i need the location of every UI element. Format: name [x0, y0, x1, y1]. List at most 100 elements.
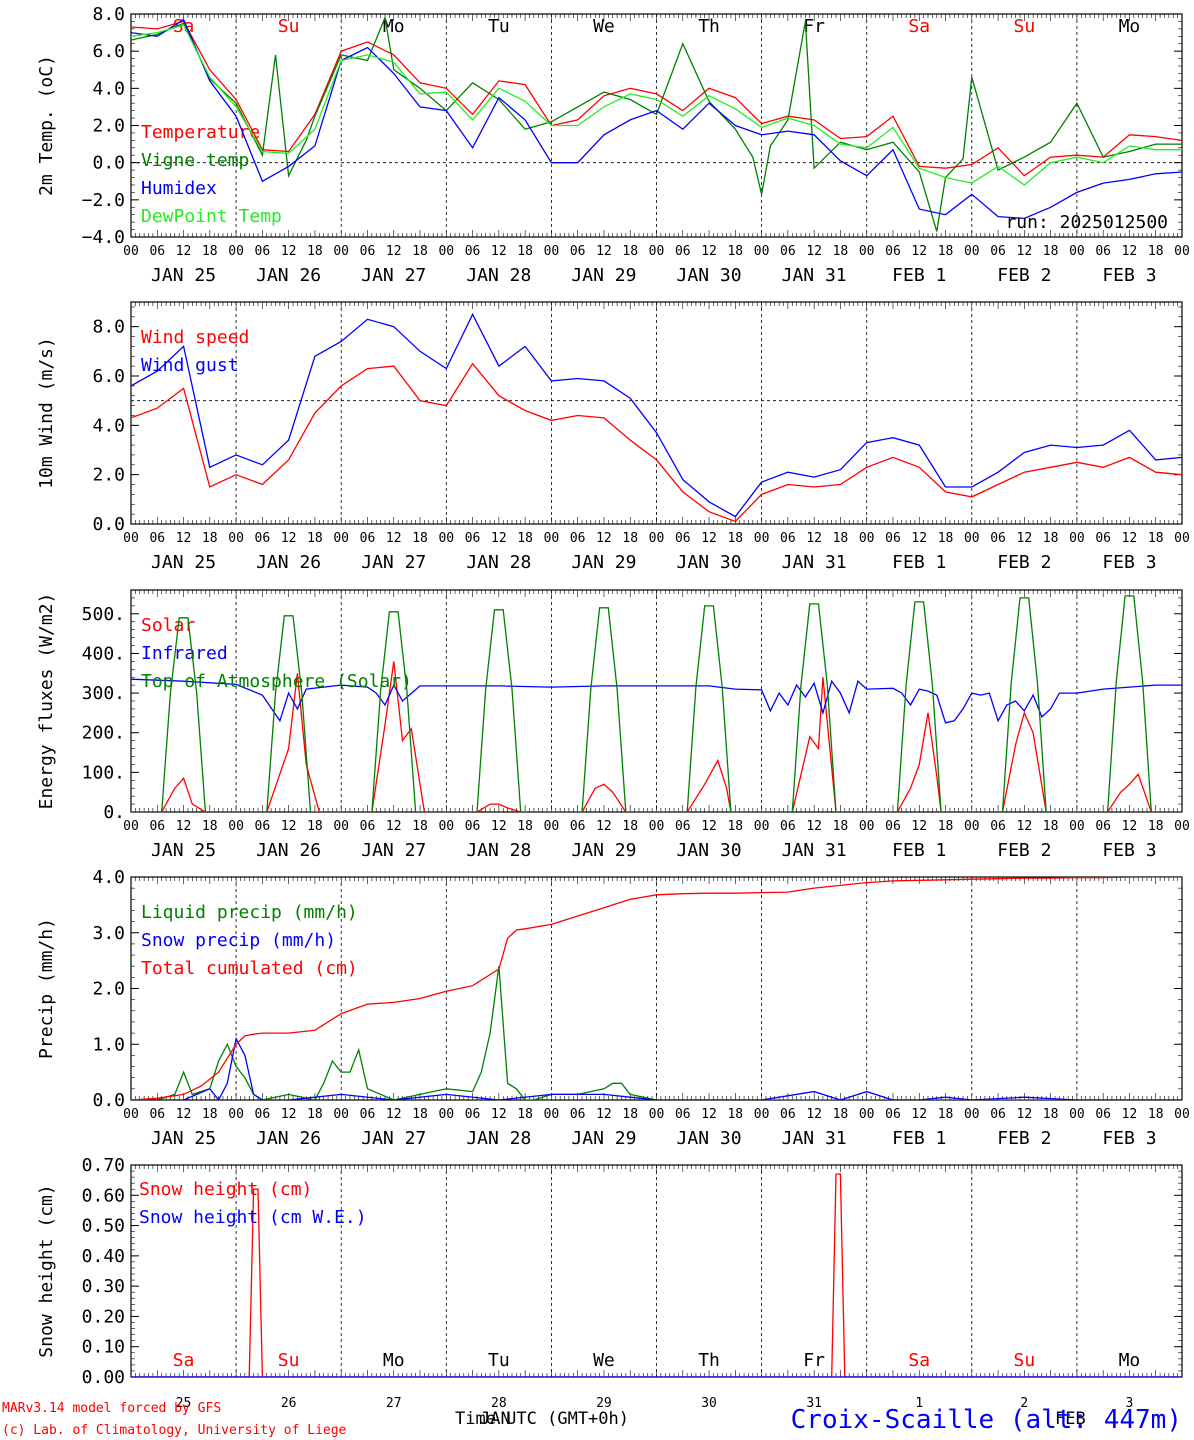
x-hour-label: 06: [360, 1107, 376, 1122]
x-hour-label: 12: [1122, 244, 1138, 259]
x-day-number: 29: [596, 1396, 612, 1411]
x-hour-label: 18: [622, 244, 638, 259]
x-hour-label: 06: [1095, 1107, 1111, 1122]
y-tick-label: 2.0: [92, 465, 125, 486]
x-hour-label: 18: [1148, 819, 1164, 834]
y-axis-label: Snow height (cm): [36, 1184, 57, 1357]
x-date-label: JAN 30: [677, 1128, 742, 1149]
x-hour-label: 00: [1174, 1107, 1190, 1122]
x-hour-label: 06: [360, 531, 376, 546]
day-name: Th: [698, 16, 720, 37]
day-name: Mo: [383, 1350, 405, 1371]
x-hour-label: 12: [386, 1107, 402, 1122]
x-day-number: 28: [491, 1396, 507, 1411]
x-hour-label: 12: [701, 1107, 717, 1122]
y-tick-label: 0.0: [92, 1090, 125, 1111]
x-hour-label: 12: [281, 531, 297, 546]
legend-entry: Snow precip (mm/h): [141, 930, 336, 951]
x-hour-label: 18: [833, 819, 849, 834]
x-hour-label: 00: [649, 244, 665, 259]
x-hour-label: 00: [333, 531, 349, 546]
day-name: Su: [278, 1350, 300, 1371]
x-hour-label: 06: [149, 531, 165, 546]
x-hour-label: 06: [149, 244, 165, 259]
legend-entry: Top of Atmosphere (Solar): [141, 671, 412, 692]
legend-entry: Snow height (cm W.E.): [139, 1207, 367, 1228]
y-tick-label: 200.: [82, 723, 125, 744]
x-hour-label: 06: [990, 819, 1006, 834]
y-axis-label: 2m Temp. (oC): [36, 55, 57, 196]
x-hour-label: 06: [1095, 244, 1111, 259]
day-name: We: [593, 16, 615, 37]
x-hour-label: 00: [649, 531, 665, 546]
panel-4: 4.0 3.0 2.0 1.0 0.0 Precip (mm/h) 00 06 12 18 JAN …: [36, 867, 1190, 1149]
x-hour-label: 00: [859, 819, 875, 834]
x-hour-label: 18: [517, 1107, 533, 1122]
x-hour-label: 00: [1069, 1107, 1085, 1122]
y-tick-label: 0.40: [82, 1246, 125, 1267]
y-tick-label: 300.: [82, 683, 125, 704]
y-axis-label: 10m Wind (m/s): [36, 337, 57, 489]
x-hour-label: 18: [1043, 819, 1059, 834]
x-hour-label: 06: [465, 244, 481, 259]
x-hour-label: 12: [1122, 531, 1138, 546]
x-hour-label: 06: [675, 244, 691, 259]
x-hour-label: 12: [281, 1107, 297, 1122]
x-hour-label: 18: [727, 1107, 743, 1122]
x-hour-label: 18: [1148, 1107, 1164, 1122]
x-date-label: JAN 28: [466, 840, 531, 861]
x-hour-label: 06: [780, 819, 796, 834]
x-date-label: JAN 29: [571, 265, 636, 286]
day-name: Tu: [488, 16, 510, 37]
day-name: We: [593, 1350, 615, 1371]
x-hour-label: 12: [491, 1107, 507, 1122]
y-tick-label: 0.50: [82, 1216, 125, 1237]
x-hour-label: 18: [622, 819, 638, 834]
y-tick-label: 0.00: [82, 1367, 125, 1388]
plot-frame: [130, 13, 1183, 238]
x-hour-label: 18: [202, 531, 218, 546]
x-hour-label: 18: [412, 819, 428, 834]
x-hour-label: 06: [1095, 819, 1111, 834]
x-hour-label: 06: [570, 819, 586, 834]
x-date-label: FEB 3: [1102, 265, 1156, 286]
x-date-label: JAN 30: [677, 840, 742, 861]
x-hour-label: 00: [754, 531, 770, 546]
y-tick-label: 6.0: [92, 366, 125, 387]
x-hour-label: 00: [438, 819, 454, 834]
x-hour-label: 18: [622, 531, 638, 546]
x-hour-label: 06: [990, 1107, 1006, 1122]
x-hour-label: 06: [885, 531, 901, 546]
x-hour-label: 00: [544, 244, 560, 259]
day-name: Sa: [908, 16, 930, 37]
x-hour-label: 00: [1174, 531, 1190, 546]
x-hour-label: 18: [202, 244, 218, 259]
x-hour-label: 06: [675, 531, 691, 546]
x-date-label: JAN 28: [466, 1128, 531, 1149]
x-hour-label: 06: [1095, 531, 1111, 546]
x-date-label: JAN 29: [571, 840, 636, 861]
x-hour-label: 18: [307, 531, 323, 546]
day-name: Su: [1014, 1350, 1036, 1371]
x-hour-label: 00: [544, 1107, 560, 1122]
x-day-number: 3: [1126, 1396, 1134, 1411]
x-date-label: FEB 1: [892, 1128, 946, 1149]
x-date-label: JAN 25: [151, 840, 216, 861]
x-day-number: 30: [701, 1396, 717, 1411]
day-name: Fr: [803, 1350, 825, 1371]
x-date-label: JAN 29: [571, 552, 636, 573]
x-date-label: JAN 27: [361, 552, 426, 573]
x-date-label: JAN 27: [361, 265, 426, 286]
x-date-label: JAN 27: [361, 840, 426, 861]
x-date-label: FEB 2: [997, 552, 1051, 573]
x-hour-label: 12: [386, 244, 402, 259]
x-day-number: 2: [1020, 1396, 1028, 1411]
x-day-number: 27: [386, 1396, 402, 1411]
x-hour-label: 12: [1017, 819, 1033, 834]
x-hour-label: 12: [911, 819, 927, 834]
x-hour-label: 00: [1069, 819, 1085, 834]
x-date-label: JAN 29: [571, 1128, 636, 1149]
y-tick-label: 0.10: [82, 1337, 125, 1358]
x-hour-label: 18: [938, 531, 954, 546]
